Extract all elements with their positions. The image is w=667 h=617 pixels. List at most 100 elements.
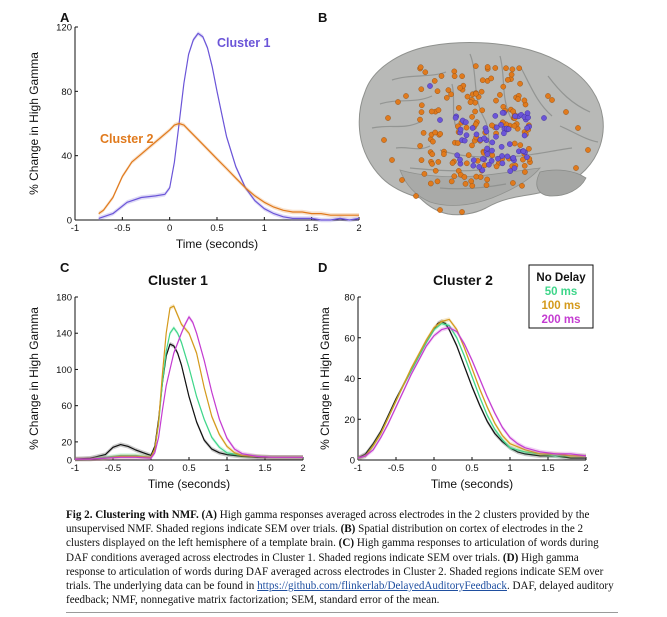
electrode-cluster-1 bbox=[483, 128, 490, 135]
electrode-cluster-2 bbox=[500, 83, 507, 90]
electrode-cluster-2 bbox=[493, 97, 499, 104]
electrode-cluster-2 bbox=[469, 182, 476, 189]
y-tick-label-a: 0 bbox=[67, 216, 72, 227]
electrode-cluster-1 bbox=[499, 160, 506, 167]
caption-tail: . DAF, delayed auditory feedback; NMF, n… bbox=[66, 580, 614, 607]
electrode-cluster-1 bbox=[499, 110, 506, 116]
electrode-cluster-2 bbox=[432, 167, 439, 174]
x-tick-label-d: 2 bbox=[583, 463, 588, 474]
x-tick-label-d: 0.5 bbox=[465, 463, 478, 474]
x-tick-label-c: -0.5 bbox=[105, 463, 121, 474]
sulcus-line bbox=[409, 167, 481, 172]
electrode-cluster-2 bbox=[517, 80, 523, 87]
electrode-cluster-2 bbox=[461, 174, 468, 180]
electrode-cluster-1 bbox=[524, 125, 530, 131]
electrode-cluster-2 bbox=[418, 102, 425, 108]
y-tick-label-c: 100 bbox=[56, 365, 72, 376]
figure-caption: Fig 2. Clustering with NMF. (A) High gam… bbox=[66, 508, 618, 607]
electrode-cluster-1 bbox=[484, 145, 490, 152]
electrode-cluster-1 bbox=[498, 122, 504, 128]
electrode-cluster-2 bbox=[438, 73, 445, 79]
electrode-cluster-2 bbox=[462, 180, 469, 187]
series-line-d bbox=[357, 318, 586, 459]
electrode-cluster-2 bbox=[469, 142, 475, 149]
electrode-cluster-2 bbox=[503, 65, 509, 71]
series-line-c bbox=[74, 343, 303, 460]
electrode-cluster-1 bbox=[495, 155, 501, 162]
electrode-cluster-1 bbox=[427, 83, 433, 89]
electrode-cluster-2 bbox=[545, 93, 551, 99]
electrode-cluster-2 bbox=[385, 115, 391, 121]
legend-item-200ms: 200 ms bbox=[541, 314, 580, 326]
electrode-cluster-2 bbox=[516, 65, 523, 71]
electrode-cluster-2 bbox=[526, 145, 532, 152]
electrode-cluster-2 bbox=[451, 68, 458, 75]
electrode-cluster-2 bbox=[492, 65, 499, 71]
legend: No Delay 50 ms 100 ms 200 ms bbox=[528, 264, 594, 329]
caption-a-text: High gamma responses averaged across ele… bbox=[66, 509, 590, 536]
electrode-cluster-2 bbox=[493, 163, 500, 170]
caption-data-link[interactable]: https://github.com/flinkerlab/DelayedAud… bbox=[257, 580, 507, 593]
electrode-cluster-1 bbox=[481, 135, 488, 142]
electrode-cluster-2 bbox=[515, 96, 521, 102]
electrode-cluster-2 bbox=[443, 95, 450, 101]
x-tick-label-a: 1.5 bbox=[305, 223, 318, 234]
legend-item-no-delay: No Delay bbox=[536, 272, 586, 284]
y-axis-label-d: % Change in High Gamma bbox=[318, 307, 332, 450]
y-tick-label-d: 0 bbox=[350, 456, 355, 467]
electrode-cluster-1 bbox=[524, 110, 531, 116]
x-tick-label-c: 0.5 bbox=[182, 463, 195, 474]
sem-band-c bbox=[75, 303, 303, 462]
y-tick-label-d: 20 bbox=[344, 415, 355, 426]
series-line-c bbox=[75, 316, 303, 460]
y-tick-label-c: 20 bbox=[61, 437, 72, 448]
electrode-cluster-1 bbox=[484, 151, 491, 157]
electrode-cluster-2 bbox=[465, 152, 472, 158]
electrode-cluster-2 bbox=[455, 105, 462, 111]
y-tick-label-c: 180 bbox=[56, 293, 72, 304]
y-tick-label-a: 120 bbox=[56, 23, 72, 34]
electrode-cluster-2 bbox=[459, 209, 465, 215]
electrode-cluster-1 bbox=[488, 157, 495, 164]
electrode-cluster-2 bbox=[511, 123, 518, 129]
electrode-cluster-2 bbox=[508, 71, 515, 78]
electrode-cluster-2 bbox=[428, 108, 435, 115]
electrode-cluster-1 bbox=[512, 113, 518, 119]
x-tick-label-a: 2 bbox=[356, 223, 361, 234]
electrode-dots bbox=[381, 63, 591, 215]
electrode-cluster-1 bbox=[507, 168, 514, 174]
x-tick-label-d: 1 bbox=[507, 463, 512, 474]
electrode-cluster-1 bbox=[469, 125, 476, 131]
sem-band-c bbox=[75, 314, 303, 462]
y-tick-label-d: 80 bbox=[344, 293, 355, 304]
electrode-cluster-1 bbox=[437, 117, 443, 123]
electrode-cluster-1 bbox=[463, 119, 469, 125]
electrode-cluster-2 bbox=[399, 177, 405, 183]
panel-d-title: Cluster 2 bbox=[433, 272, 493, 288]
electrode-cluster-2 bbox=[520, 156, 526, 163]
brain-panel-b bbox=[358, 42, 604, 216]
electrode-cluster-2 bbox=[497, 92, 503, 98]
electrode-cluster-2 bbox=[464, 93, 471, 100]
y-tick-label-c: 60 bbox=[61, 401, 72, 412]
electrode-cluster-2 bbox=[448, 91, 454, 98]
electrode-cluster-1 bbox=[473, 131, 480, 138]
electrode-cluster-2 bbox=[483, 182, 490, 188]
sem-band-d bbox=[358, 325, 586, 461]
caption-label: Fig 2. Clustering with NMF. bbox=[66, 509, 199, 521]
electrode-cluster-1 bbox=[486, 161, 492, 168]
electrode-cluster-2 bbox=[472, 121, 479, 128]
electrode-cluster-2 bbox=[413, 193, 419, 199]
sulcus-line bbox=[395, 145, 431, 150]
sulcus-line bbox=[379, 95, 433, 105]
series-line-a bbox=[98, 122, 359, 216]
electrode-cluster-1 bbox=[470, 162, 477, 169]
electrode-cluster-2 bbox=[451, 73, 458, 79]
y-tick-label-a: 80 bbox=[61, 87, 72, 98]
electrode-cluster-2 bbox=[522, 169, 528, 175]
electrode-cluster-2 bbox=[479, 107, 486, 114]
electrode-cluster-2 bbox=[504, 77, 511, 83]
series-annotation-a: Cluster 2 bbox=[100, 132, 154, 146]
electrode-cluster-2 bbox=[463, 124, 470, 131]
electrode-cluster-2 bbox=[479, 77, 486, 83]
